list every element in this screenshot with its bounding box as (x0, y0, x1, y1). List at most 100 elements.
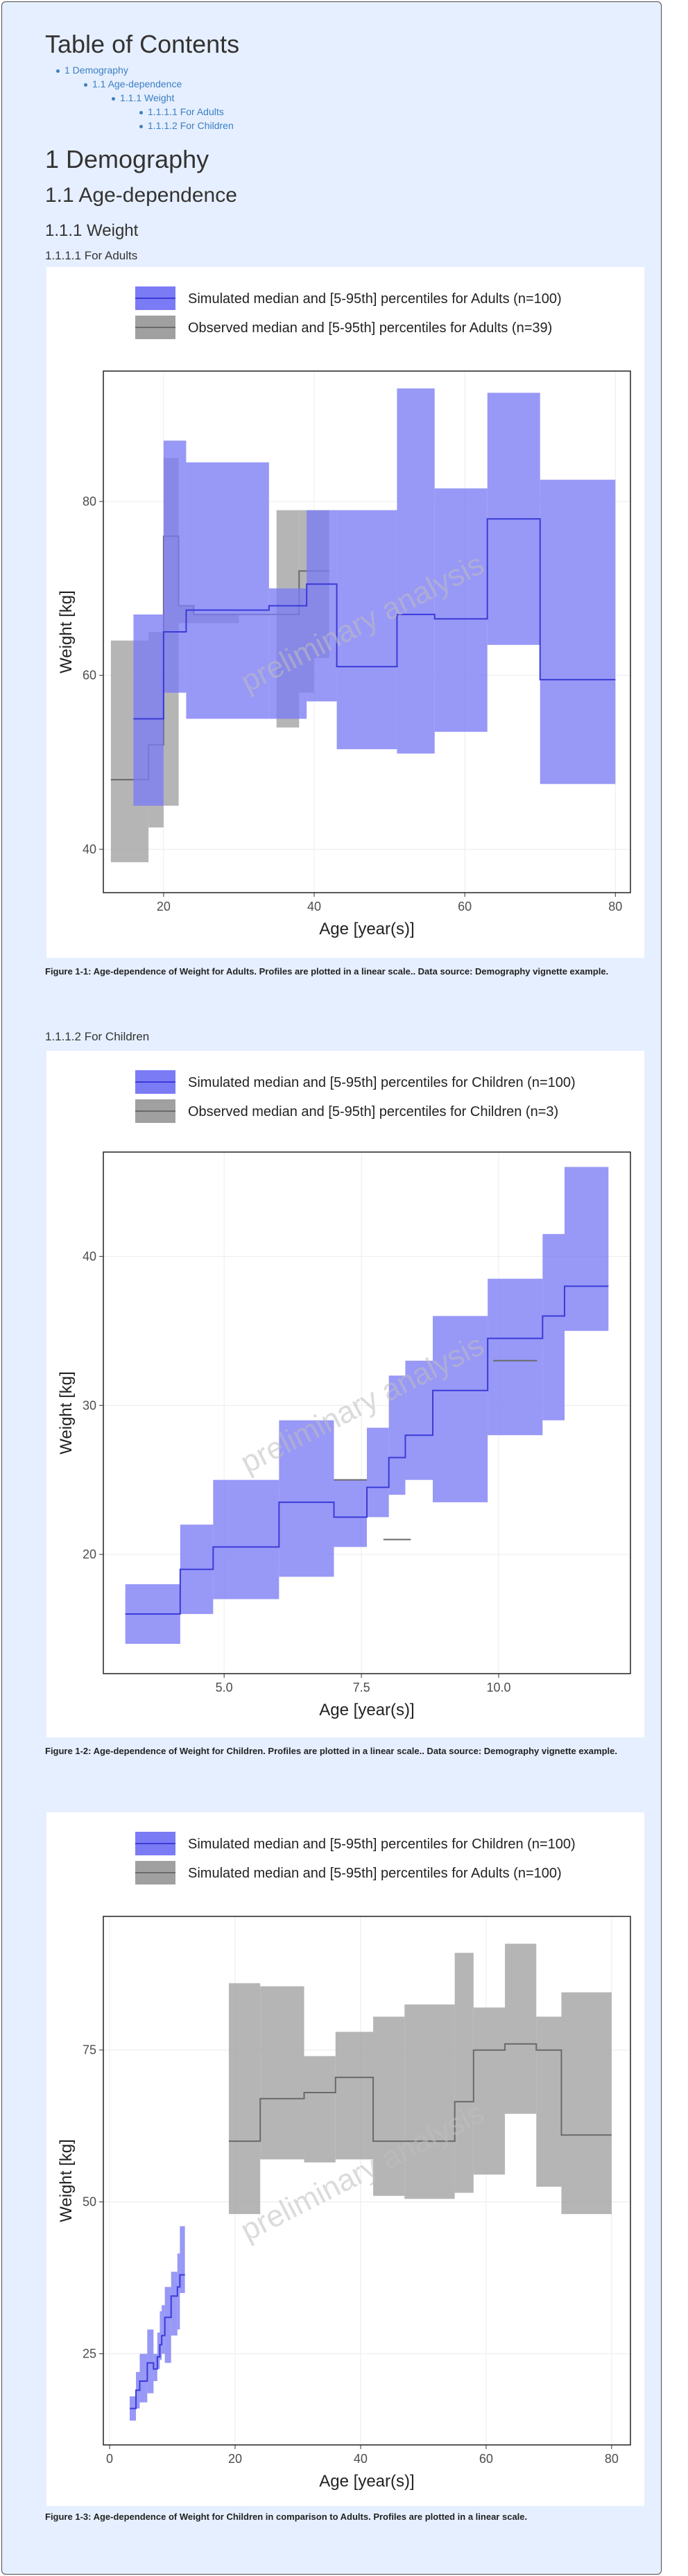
percentile-band (454, 1952, 474, 2193)
percentile-band (488, 1278, 543, 1436)
percentile-band (153, 2353, 157, 2382)
toc-bullet (56, 69, 60, 73)
chart-children: Simulated median and [5-95th] percentile… (57, 1070, 631, 1719)
legend-label: Observed median and [5-95th] percentiles… (188, 1104, 558, 1119)
x-tick-label: 80 (608, 900, 622, 913)
percentile-band (180, 2226, 185, 2294)
caption-figure-1: Figure 1-1: Age-dependence of Weight for… (45, 966, 609, 977)
percentile-band (186, 462, 269, 719)
toc-title: Table of Contents (45, 30, 240, 58)
heading-for-adults: 1.1.1.1 For Adults (45, 249, 138, 262)
x-tick-label: 0 (106, 2452, 113, 2466)
x-tick-label: 80 (605, 2452, 619, 2466)
percentile-band (473, 2007, 506, 2175)
series-simulated (130, 2226, 185, 2421)
report-page: Table of Contents 1 Demography 1.1 Age-de… (1, 1, 662, 2575)
percentile-band (213, 1479, 280, 1599)
percentile-band (147, 2329, 154, 2394)
toc-bullet (84, 83, 87, 87)
x-axis-label: Age [year(s)] (319, 2472, 414, 2491)
percentile-band (139, 2353, 148, 2403)
percentile-band (260, 1986, 304, 2160)
percentile-band (505, 1943, 537, 2114)
percentile-band (388, 1375, 406, 1495)
legend-label: Simulated median and [5-95th] percentile… (188, 1075, 576, 1090)
percentile-band (133, 614, 164, 806)
percentile-band (336, 510, 397, 750)
heading-for-children: 1.1.1.2 For Children (45, 1030, 150, 1043)
percentile-band (542, 1234, 565, 1420)
y-tick-label: 50 (83, 2195, 96, 2209)
plot-border (103, 370, 631, 893)
y-axis-label: Weight [kg] (57, 2139, 76, 2222)
percentile-band (164, 2287, 171, 2363)
percentile-band (404, 2004, 455, 2199)
percentile-band (157, 2332, 160, 2369)
y-tick-label: 80 (83, 495, 96, 508)
percentile-band (335, 2032, 374, 2160)
percentile-band (367, 1427, 389, 1518)
legend-label: Observed median and [5-95th] percentiles… (188, 320, 552, 336)
toc-link[interactable]: 1.1.1 Weight (120, 92, 175, 103)
percentile-band (177, 2253, 180, 2330)
y-axis-label: Weight [kg] (57, 590, 76, 673)
percentile-band (540, 479, 616, 784)
y-tick-label: 60 (83, 669, 96, 682)
series-simulated (133, 388, 616, 806)
median-line (334, 1359, 538, 1540)
legend-label: Simulated median and [5-95th] percentile… (188, 1837, 576, 1852)
median-line (133, 518, 616, 720)
x-tick-label: 60 (479, 2452, 493, 2466)
legend-label: Simulated median and [5-95th] percentile… (188, 1866, 562, 1881)
x-tick-label: 20 (157, 900, 171, 913)
series-observed (334, 1359, 538, 1540)
toc-bullet (139, 125, 143, 128)
toc-link[interactable]: 1.1.1.2 For Children (148, 120, 234, 131)
y-tick-label: 30 (83, 1398, 96, 1412)
series-observed (228, 1943, 612, 2215)
x-tick-label: 60 (458, 900, 472, 913)
toc-link[interactable]: 1 Demography (64, 65, 128, 76)
percentile-band (405, 1360, 433, 1480)
percentile-band (565, 1167, 609, 1331)
median-line (130, 2274, 185, 2410)
y-tick-label: 40 (83, 1249, 96, 1263)
x-axis-label: Age [year(s)] (319, 1701, 414, 1719)
x-tick-label: 20 (228, 2452, 242, 2466)
plot-border (103, 1916, 631, 2446)
y-tick-label: 40 (83, 842, 96, 856)
caption-figure-2: Figure 1-2: Age-dependence of Weight for… (45, 1746, 617, 1756)
percentile-band (304, 2056, 336, 2163)
chart-children-vs-adults: Simulated median and [5-95th] percentile… (57, 1832, 631, 2491)
y-tick-label: 75 (83, 2043, 96, 2057)
percentile-band (434, 488, 488, 732)
percentile-band (279, 1420, 334, 1577)
toc-bullet (112, 97, 115, 101)
x-tick-label: 5.0 (216, 1681, 233, 1694)
chart-adults: Simulated median and [5-95th] percentile… (57, 286, 631, 938)
x-tick-label: 10.0 (486, 1681, 510, 1694)
toc-link[interactable]: 1.1 Age-dependence (92, 78, 182, 89)
y-tick-label: 25 (83, 2347, 96, 2361)
heading-weight: 1.1.1 Weight (45, 221, 139, 240)
heading-demography: 1 Demography (45, 145, 209, 173)
percentile-band (228, 1983, 261, 2215)
x-tick-label: 7.5 (353, 1681, 370, 1694)
series-simulated (125, 1167, 609, 1645)
percentile-band (373, 2016, 405, 2196)
x-tick-label: 40 (354, 2452, 368, 2466)
plot-border (103, 1151, 631, 1674)
percentile-band (268, 588, 307, 719)
percentile-band (536, 2016, 562, 2187)
x-axis-label: Age [year(s)] (319, 920, 414, 938)
percentile-band (171, 2272, 178, 2336)
figure-3-comparison: Simulated median and [5-95th] percentile… (46, 1812, 644, 2506)
percentile-band (561, 1992, 612, 2215)
toc-bullet (139, 111, 143, 114)
median-line (228, 2043, 612, 2143)
toc-link[interactable]: 1.1.1.1 For Adults (148, 106, 224, 117)
figure-1-adults: Simulated median and [5-95th] percentile… (46, 267, 644, 958)
median-line (125, 1285, 609, 1615)
y-axis-label: Weight [kg] (57, 1371, 76, 1454)
y-tick-label: 20 (83, 1547, 96, 1561)
